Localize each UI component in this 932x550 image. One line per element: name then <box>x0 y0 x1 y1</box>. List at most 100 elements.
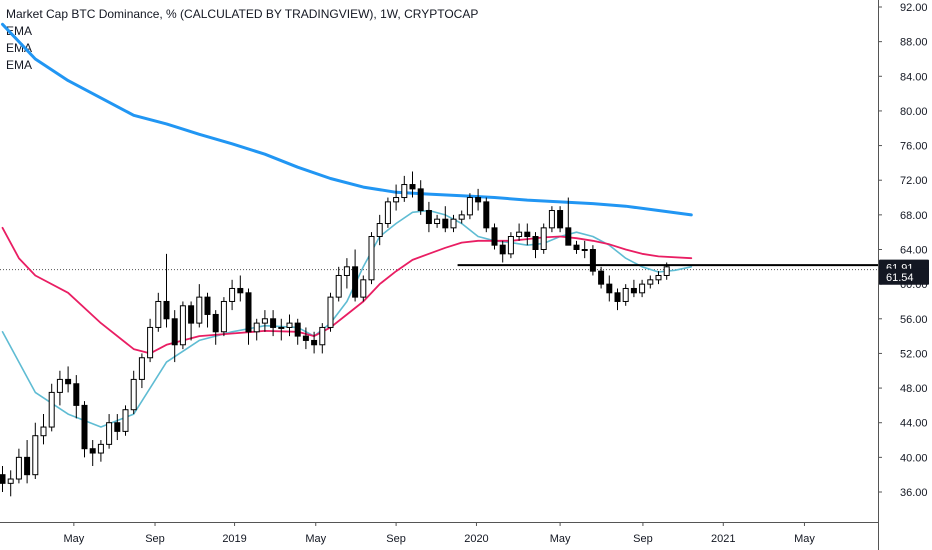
candle[interactable] <box>589 245 596 276</box>
y-tick-label: 68.00 <box>900 210 928 222</box>
candle[interactable] <box>655 271 662 285</box>
candle-body <box>294 322 301 337</box>
candle[interactable] <box>286 314 293 337</box>
candle[interactable] <box>360 275 367 302</box>
candle[interactable] <box>417 180 424 215</box>
candle[interactable] <box>155 292 162 332</box>
candle[interactable] <box>204 292 211 328</box>
price-badge-label: 61.54 <box>886 272 914 284</box>
candle[interactable] <box>614 288 621 311</box>
candle[interactable] <box>237 275 244 302</box>
candle[interactable] <box>48 383 55 432</box>
candle[interactable] <box>171 310 178 363</box>
candle[interactable] <box>524 223 531 246</box>
candle[interactable] <box>302 327 309 350</box>
candle-body <box>155 300 162 328</box>
candle[interactable] <box>409 171 416 198</box>
candle[interactable] <box>384 197 391 228</box>
candle[interactable] <box>598 266 605 289</box>
ema-line-2[interactable] <box>1 226 693 355</box>
candle[interactable] <box>622 284 629 306</box>
candle[interactable] <box>179 301 186 350</box>
candle[interactable] <box>32 422 39 480</box>
candle[interactable] <box>466 193 473 220</box>
candle[interactable] <box>507 232 514 259</box>
candle[interactable] <box>73 375 80 419</box>
candle[interactable] <box>483 197 490 233</box>
candle[interactable] <box>516 223 523 241</box>
candle[interactable] <box>24 440 31 484</box>
candle-body <box>89 448 96 454</box>
candle[interactable] <box>163 253 170 328</box>
candle-body <box>278 326 285 329</box>
candle[interactable] <box>376 214 383 246</box>
candle[interactable] <box>294 318 301 345</box>
candle[interactable] <box>557 206 564 233</box>
candle[interactable] <box>499 240 506 263</box>
candle[interactable] <box>147 318 154 363</box>
candle[interactable] <box>630 279 637 298</box>
candle[interactable] <box>335 266 342 302</box>
candle-body <box>171 318 178 346</box>
candle[interactable] <box>56 370 63 406</box>
candle[interactable] <box>639 279 646 298</box>
candle[interactable] <box>261 310 268 332</box>
candle[interactable] <box>606 275 613 302</box>
candle[interactable] <box>65 366 72 393</box>
candle[interactable] <box>114 414 121 441</box>
plot-area[interactable] <box>0 22 878 497</box>
candle[interactable] <box>565 197 572 246</box>
candle[interactable] <box>188 301 195 341</box>
candle[interactable] <box>212 310 219 345</box>
candle[interactable] <box>425 201 432 233</box>
candle[interactable] <box>368 232 375 285</box>
candle[interactable] <box>393 184 400 211</box>
candle[interactable] <box>573 240 580 254</box>
candle[interactable] <box>442 206 449 233</box>
candle[interactable] <box>0 466 6 492</box>
candle-body <box>286 322 293 328</box>
candle[interactable] <box>327 292 334 332</box>
candle[interactable] <box>253 318 260 341</box>
candle[interactable] <box>81 401 88 458</box>
ema-label-3[interactable]: EMA <box>6 58 33 72</box>
candle[interactable] <box>647 275 654 289</box>
candle[interactable] <box>475 188 482 211</box>
candle-body <box>253 322 260 333</box>
candle[interactable] <box>278 318 285 341</box>
candle[interactable] <box>532 232 539 259</box>
ema-label-2[interactable]: EMA <box>6 41 33 55</box>
candle[interactable] <box>540 223 547 254</box>
candle[interactable] <box>7 470 14 497</box>
candle[interactable] <box>106 414 113 449</box>
candle[interactable] <box>220 297 227 337</box>
y-tick-label: 44.00 <box>900 418 928 430</box>
candle[interactable] <box>450 214 457 233</box>
candle[interactable] <box>401 175 408 202</box>
candle[interactable] <box>138 353 145 389</box>
candle-body <box>483 201 490 229</box>
ema-line-3[interactable] <box>1 22 693 217</box>
candle[interactable] <box>491 223 498 250</box>
candle[interactable] <box>130 370 137 415</box>
candle[interactable] <box>434 214 441 228</box>
candle[interactable] <box>122 405 129 436</box>
candle[interactable] <box>458 210 465 224</box>
candle[interactable] <box>352 249 359 302</box>
candle[interactable] <box>196 284 203 328</box>
candle[interactable] <box>343 258 350 289</box>
candle[interactable] <box>581 240 588 259</box>
candle[interactable] <box>270 310 277 337</box>
candle[interactable] <box>89 440 96 467</box>
candle[interactable] <box>548 206 555 233</box>
candle[interactable] <box>319 323 326 354</box>
candle[interactable] <box>311 331 318 354</box>
candle-body <box>565 227 572 246</box>
candle[interactable] <box>97 440 104 462</box>
candle[interactable] <box>245 288 252 345</box>
candle[interactable] <box>229 279 236 311</box>
candle[interactable] <box>40 414 47 445</box>
candle[interactable] <box>15 448 22 484</box>
ema-line-1[interactable] <box>1 209 693 428</box>
